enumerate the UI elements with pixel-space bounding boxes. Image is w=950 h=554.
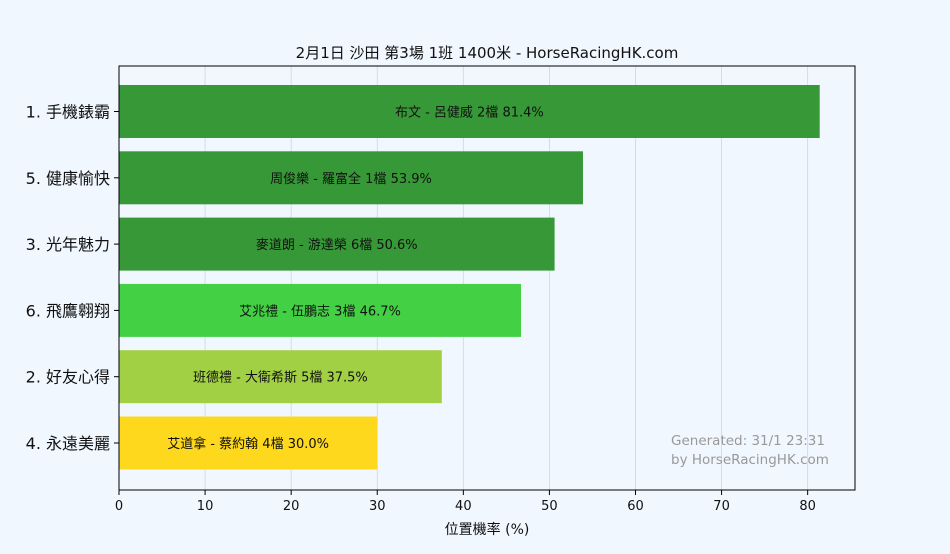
bar [119, 85, 820, 138]
y-tick-label: 6. 飛鷹翱翔 [26, 301, 110, 320]
bar-label: 麥道朗 - 游達榮 6檔 50.6% [256, 237, 418, 253]
bar [119, 217, 555, 271]
bar [119, 416, 378, 470]
y-tick-label: 4. 永遠美麗 [26, 434, 110, 453]
y-tick-label: 3. 光年魅力 [26, 235, 110, 254]
bar-label: 周俊樂 - 羅富全 1檔 53.9% [270, 171, 432, 187]
bar-label: 艾道拿 - 蔡約翰 4檔 30.0% [167, 436, 329, 452]
bar-label: 布文 - 呂健威 2檔 81.4% [395, 106, 544, 121]
x-tick-label: 30 [369, 499, 386, 514]
x-tick-label: 20 [283, 499, 300, 514]
generated-by: by HorseRacingHK.com [671, 452, 829, 468]
x-tick-label: 40 [455, 499, 472, 514]
bar [119, 283, 522, 337]
bar [119, 350, 442, 404]
generated-timestamp: Generated: 31/1 23:31 [671, 433, 825, 449]
y-tick-label: 5. 健康愉快 [26, 169, 110, 188]
plot-frame [118, 65, 856, 491]
x-tick-label: 70 [713, 499, 730, 514]
bar [119, 151, 583, 205]
x-tick-label: 10 [197, 499, 214, 514]
x-axis-label: 位置機率 (%) [445, 521, 530, 538]
x-axis: 0 10 20 30 40 50 60 70 80 [115, 490, 816, 514]
x-tick-label: 50 [541, 499, 558, 514]
bar-label: 艾兆禮 - 伍鵬志 3檔 46.7% [239, 304, 401, 319]
bar-label: 班德禮 - 大衛希斯 5檔 37.5% [193, 371, 368, 386]
x-tick-label: 60 [627, 499, 644, 514]
y-tick-label: 2. 好友心得 [26, 368, 110, 387]
chart-title: 2月1日 沙田 第3場 1班 1400米 - HorseRacingHK.com [296, 44, 679, 62]
y-axis: 1. 手機錶霸 5. 健康愉快 3. 光年魅力 6. 飛鷹翱翔 2. 好友心得 4. 永遠… [26, 103, 119, 453]
bar-labels: 布文 - 呂健威 2檔 81.4% 周俊樂 - 羅富全 1檔 53.9% 麥道朗 -… [167, 106, 544, 453]
y-tick-label: 1. 手機錶霸 [26, 103, 110, 122]
x-tick-label: 80 [799, 499, 816, 514]
x-tick-label: 0 [115, 499, 123, 514]
bars [119, 85, 820, 470]
